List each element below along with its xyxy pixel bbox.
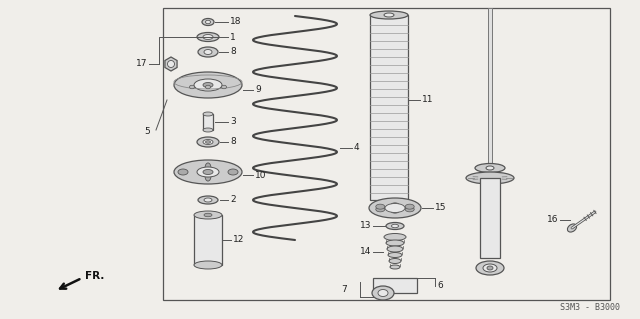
- Ellipse shape: [205, 85, 211, 89]
- Text: 10: 10: [255, 170, 266, 180]
- Text: 4: 4: [354, 144, 360, 152]
- Text: 3: 3: [230, 117, 236, 127]
- Ellipse shape: [204, 213, 212, 217]
- Ellipse shape: [197, 167, 219, 177]
- Ellipse shape: [476, 261, 504, 275]
- Ellipse shape: [194, 261, 222, 269]
- Ellipse shape: [204, 49, 212, 55]
- Text: FR.: FR.: [85, 271, 104, 281]
- Text: 18: 18: [230, 18, 241, 26]
- Text: 15: 15: [435, 204, 447, 212]
- Ellipse shape: [197, 33, 219, 41]
- Ellipse shape: [370, 11, 408, 19]
- Text: 16: 16: [547, 216, 558, 225]
- Ellipse shape: [384, 234, 406, 241]
- Ellipse shape: [390, 208, 399, 213]
- Ellipse shape: [378, 290, 388, 296]
- Ellipse shape: [203, 169, 213, 174]
- Ellipse shape: [203, 112, 213, 116]
- Text: 14: 14: [360, 248, 371, 256]
- Polygon shape: [165, 57, 177, 71]
- Ellipse shape: [203, 34, 213, 40]
- Ellipse shape: [178, 169, 188, 175]
- Bar: [163, 8, 610, 300]
- Ellipse shape: [376, 204, 385, 209]
- Ellipse shape: [369, 198, 421, 218]
- Text: S3M3 - B3000: S3M3 - B3000: [560, 303, 620, 313]
- Text: 1: 1: [230, 33, 236, 41]
- Ellipse shape: [205, 141, 211, 143]
- Text: 9: 9: [255, 85, 260, 94]
- Ellipse shape: [174, 160, 242, 184]
- Ellipse shape: [390, 203, 399, 208]
- Ellipse shape: [203, 139, 213, 145]
- Text: 12: 12: [233, 235, 244, 244]
- Ellipse shape: [203, 83, 213, 87]
- Ellipse shape: [203, 128, 213, 132]
- Text: 17: 17: [136, 60, 147, 69]
- Ellipse shape: [392, 224, 399, 228]
- Ellipse shape: [202, 19, 214, 26]
- Circle shape: [168, 61, 175, 68]
- Text: 2: 2: [230, 196, 236, 204]
- Ellipse shape: [205, 20, 211, 24]
- Ellipse shape: [387, 246, 403, 252]
- Bar: [203, 114, 213, 130]
- Bar: [373, 278, 417, 293]
- Ellipse shape: [228, 169, 238, 175]
- Ellipse shape: [198, 196, 218, 204]
- Text: 11: 11: [422, 95, 433, 105]
- Ellipse shape: [221, 85, 227, 89]
- Ellipse shape: [486, 166, 494, 170]
- Ellipse shape: [389, 258, 401, 263]
- Text: 8: 8: [230, 137, 236, 146]
- Ellipse shape: [372, 286, 394, 300]
- Ellipse shape: [483, 264, 497, 272]
- Ellipse shape: [174, 72, 242, 98]
- Ellipse shape: [487, 266, 493, 270]
- Ellipse shape: [194, 211, 222, 219]
- Ellipse shape: [385, 204, 405, 212]
- Ellipse shape: [390, 265, 400, 269]
- Text: 13: 13: [360, 221, 371, 231]
- Ellipse shape: [388, 253, 402, 257]
- Ellipse shape: [205, 163, 211, 173]
- Bar: [488, 8, 492, 168]
- Bar: [480, 178, 500, 258]
- Ellipse shape: [204, 198, 212, 202]
- Bar: [194, 215, 222, 265]
- Ellipse shape: [405, 207, 414, 212]
- Ellipse shape: [189, 85, 195, 89]
- Text: 8: 8: [230, 48, 236, 56]
- Text: 6: 6: [437, 281, 443, 291]
- Ellipse shape: [475, 164, 505, 173]
- Text: 5: 5: [144, 128, 150, 137]
- Ellipse shape: [197, 137, 219, 147]
- Ellipse shape: [466, 172, 514, 184]
- Ellipse shape: [386, 222, 404, 229]
- Ellipse shape: [568, 224, 577, 232]
- Bar: [370, 15, 408, 200]
- Ellipse shape: [198, 47, 218, 57]
- Ellipse shape: [194, 79, 222, 91]
- Ellipse shape: [205, 171, 211, 181]
- Text: 7: 7: [341, 285, 347, 293]
- Ellipse shape: [386, 240, 404, 246]
- Ellipse shape: [384, 13, 394, 17]
- Ellipse shape: [376, 207, 385, 212]
- Ellipse shape: [405, 204, 414, 209]
